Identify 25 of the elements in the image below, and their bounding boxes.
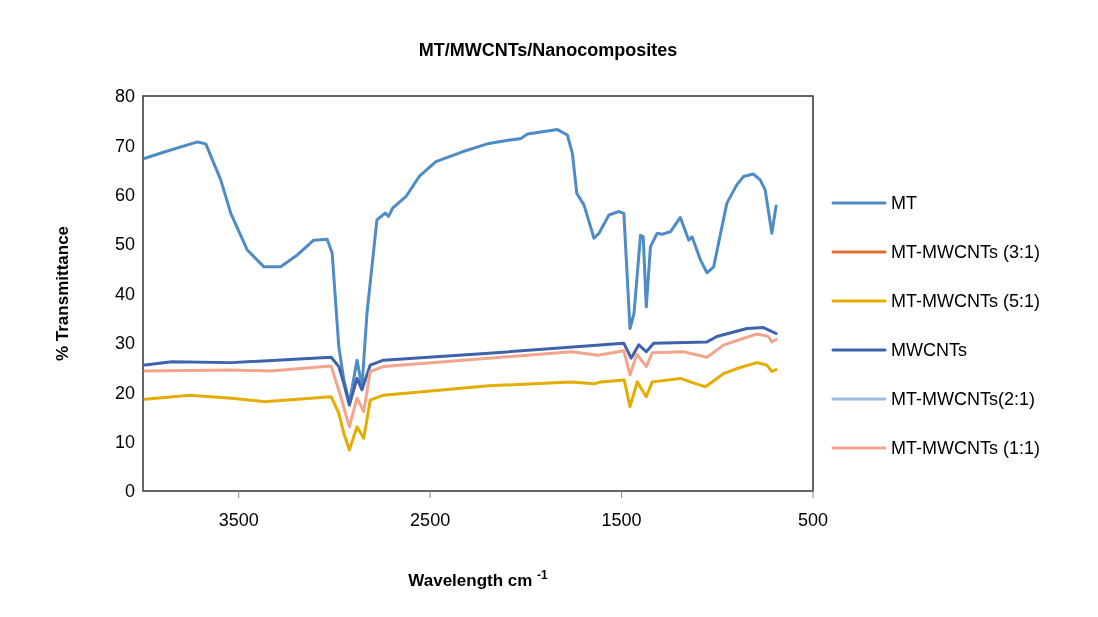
x-tick-label: 500 — [797, 510, 829, 530]
y-tick-label: 40 — [114, 283, 135, 304]
y-tick-label: 70 — [114, 135, 135, 156]
legend-label: MT — [891, 193, 917, 214]
x-axis-title: Wavelength cm $^{-1}$ — [408, 568, 549, 590]
legend-label: MT-MWCNTs (1:1) — [891, 438, 1040, 459]
legend-label: MT-MWCNTs(2:1) — [891, 389, 1035, 410]
x-tick-label: 1500 — [601, 510, 642, 530]
line-series — [143, 326, 778, 407]
x-tick-label: 2500 — [410, 510, 451, 530]
chart-title: MT/MWCNTs/Nanocomposites — [418, 40, 678, 60]
legend-label: MT-MWCNTs (3:1) — [891, 242, 1040, 263]
y-tick-label: 20 — [114, 382, 135, 403]
y-tick-label: 80 — [114, 86, 135, 107]
y-axis-title: % Transmittance — [53, 225, 72, 362]
y-tick-label: 0 — [124, 481, 135, 502]
y-tick-label: 60 — [114, 185, 135, 206]
y-tick-label: 50 — [114, 234, 135, 255]
y-tick-label: 10 — [114, 431, 135, 452]
legend-label: MWCNTs — [891, 340, 967, 361]
line-series — [143, 361, 778, 452]
legend-label: MT-MWCNTs (5:1) — [891, 291, 1040, 312]
y-tick-label: 30 — [114, 333, 135, 354]
x-tick-label: 3500 — [218, 510, 259, 530]
line-series — [143, 332, 778, 429]
